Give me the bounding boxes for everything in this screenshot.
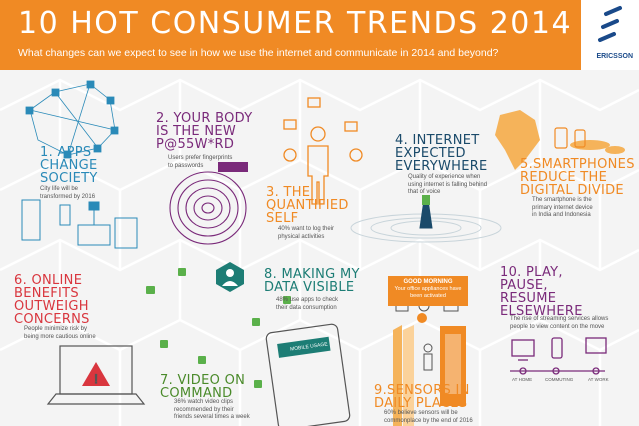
- city-buildings-icon: [21, 199, 138, 249]
- trend-10-heading: 10. PLAY, PAUSE, RESUME ELSEWHERE: [500, 265, 583, 319]
- mobile-data-usage-phone: [265, 323, 351, 426]
- laptop-warning-icon: !: [46, 345, 146, 405]
- stage-label-home: AT HOME: [512, 377, 533, 382]
- page-subtitle: What changes can we expect to see in how…: [18, 47, 499, 59]
- trend-2-text: Users prefer fingerprints to passwords: [168, 155, 233, 169]
- good-morning-notice: GOOD MORNING Your office appliances have…: [388, 276, 468, 306]
- logo-wordmark: ERICSSON: [596, 53, 633, 60]
- trend-5-text: The smartphone is the primary internet de…: [532, 197, 593, 218]
- trend-4-text: Quality of experience when using internet…: [408, 174, 488, 195]
- trend-7-text: 36% watch video clips recommended by thei…: [174, 399, 250, 420]
- ericsson-logo-icon: [598, 6, 622, 42]
- lock-icons: [146, 268, 291, 388]
- trend-1-heading: 1. APPS CHANGE SOCIETY: [40, 145, 98, 186]
- header-banner: 10 HOT CONSUMER TRENDS 2014 What changes…: [0, 0, 639, 70]
- smartphone-icon: [554, 127, 586, 149]
- trend-3-heading: 3. THE QUANTIFIED SELF: [266, 185, 349, 226]
- trend-5-heading: 5.SMARTPHONES REDUCE THE DIGITAL DIVIDE: [520, 157, 635, 198]
- user-hexagon-icon: [216, 262, 244, 292]
- fingerprint-icon: [169, 162, 248, 245]
- trend-6-heading: 6. ONLINE BENEFITS OUTWEIGH CONCERNS: [14, 273, 90, 327]
- trend-8-text: 48% use apps to check their data consumpt…: [276, 297, 339, 311]
- trend-6-text: People minimize risk by being more cautio…: [24, 326, 96, 340]
- ericsson-logo: ERICSSON: [581, 0, 639, 70]
- app-network-icon: [25, 80, 119, 159]
- antenna-icon: [350, 195, 502, 243]
- trend-9-heading: 9.SENSORS IN DAILY PLACES: [374, 383, 470, 411]
- notice-line-1: Your office appliances have: [394, 286, 462, 292]
- trend-9-text: 60% believe sensors will be commonplace b…: [384, 410, 473, 424]
- person-with-sensors-icon: [283, 97, 363, 205]
- smart-buildings-icon: [393, 313, 466, 426]
- stage-label-work: AT WORK: [588, 377, 609, 382]
- trend-10-text: The rise of streaming services allows peo…: [510, 316, 609, 330]
- device-icons: [510, 337, 607, 375]
- trend-7-heading: 7. VIDEO ON COMMAND: [160, 373, 246, 401]
- trend-2-heading: 2. YOUR BODY IS THE NEW P@55W*RD: [156, 111, 253, 152]
- trend-3-text: 40% want to log their physical activities: [278, 226, 335, 240]
- trend-1-text: City life will be transformed by 2016: [40, 186, 96, 200]
- trend-8-heading: 8. MAKING MY DATA VISIBLE: [264, 267, 360, 295]
- stage-label-commuting: COMMUTING: [545, 377, 574, 382]
- background-honeycomb: [0, 78, 639, 426]
- svg-text:!: !: [94, 372, 97, 386]
- page-title: 10 HOT CONSUMER TRENDS 2014: [18, 6, 573, 41]
- trend-4-heading: 4. INTERNET EXPECTED EVERYWHERE: [395, 133, 488, 174]
- notice-title: GOOD MORNING: [403, 279, 453, 285]
- notice-line-2: been activated: [410, 293, 446, 299]
